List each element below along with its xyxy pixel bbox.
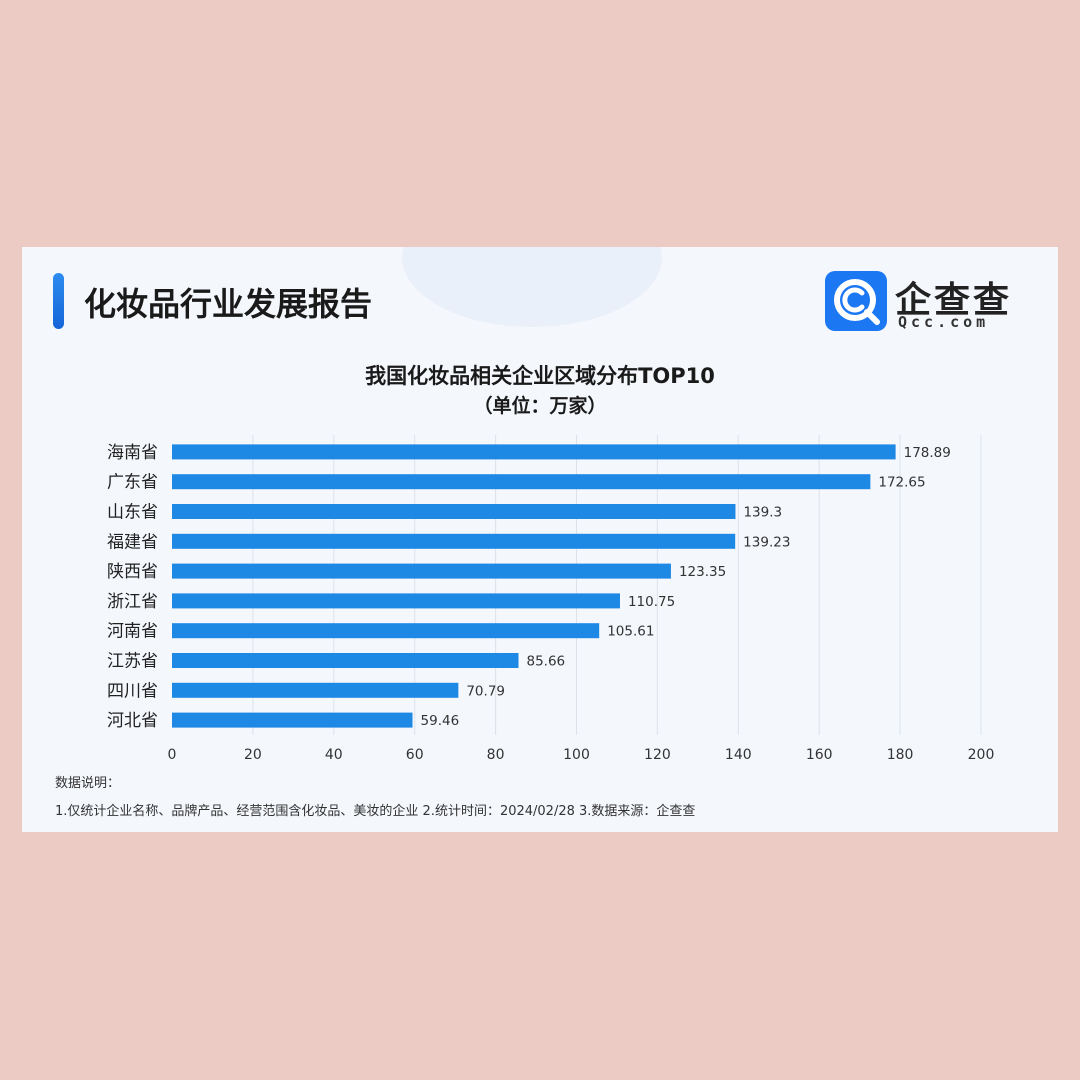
bar [172, 533, 736, 549]
bar [172, 474, 871, 490]
category-label: 福建省 [107, 532, 158, 552]
category-label: 四川省 [107, 681, 158, 701]
bar [172, 623, 600, 639]
x-tick-label: 0 [168, 747, 177, 763]
notes-title: 数据说明： [55, 776, 121, 791]
x-tick-label: 100 [563, 747, 590, 763]
notes-text: 1.仅统计企业名称、品牌产品、经营范围含化妆品、美妆的企业 2.统计时间：202… [55, 804, 696, 819]
value-label: 105.61 [607, 624, 654, 640]
value-label: 110.75 [628, 594, 675, 610]
bar [172, 682, 459, 698]
bar [172, 653, 519, 668]
bar-chart: 海南省 178.89 广东省 172.65 山东省 139.3 福建省 139.23 陕西省 12… [107, 435, 995, 763]
x-tick-label: 200 [968, 747, 995, 763]
category-label: 山东省 [107, 503, 158, 523]
category-label: 河北省 [107, 711, 158, 731]
value-label: 172.65 [878, 475, 925, 491]
bar [172, 504, 736, 519]
chart-title: 我国化妆品相关企业区域分布TOP10 [365, 364, 715, 388]
value-label: 139.3 [743, 505, 782, 521]
x-tick-label: 20 [244, 747, 262, 763]
chart-unit: （单位：万家） [473, 395, 607, 417]
background-glow [402, 247, 662, 327]
x-tick-label: 140 [725, 747, 752, 763]
x-tick-label: 60 [406, 747, 424, 763]
value-label: 59.46 [421, 713, 460, 729]
bar [172, 563, 671, 579]
category-label: 河南省 [107, 622, 158, 642]
bar [172, 593, 620, 609]
category-label: 陕西省 [107, 562, 158, 582]
value-label: 178.89 [904, 445, 951, 461]
x-tick-label: 120 [644, 747, 671, 763]
value-label: 70.79 [466, 683, 505, 699]
value-label: 139.23 [743, 534, 790, 550]
bar [172, 712, 413, 728]
value-label: 85.66 [526, 654, 565, 670]
title-accent-bar [53, 273, 64, 329]
report-title: 化妆品行业发展报告 [84, 285, 373, 323]
category-label: 浙江省 [107, 592, 158, 612]
report-card: 化妆品行业发展报告 企查查 Qcc.com 我国化妆品相关企业区域分布TOP10… [22, 247, 1058, 832]
category-label: 江苏省 [107, 652, 158, 672]
x-tick-label: 80 [487, 747, 505, 763]
bar [172, 444, 896, 460]
qcc-logo-icon [825, 271, 887, 331]
x-tick-label: 180 [887, 747, 914, 763]
x-tick-label: 160 [806, 747, 833, 763]
x-tick-label: 40 [325, 747, 343, 763]
category-label: 海南省 [107, 443, 158, 463]
value-label: 123.35 [679, 564, 726, 580]
brand-name-cn: 企查查 [895, 280, 1013, 321]
logo-glyph [834, 279, 880, 325]
brand-name-en: Qcc.com [898, 313, 990, 331]
category-label: 广东省 [107, 473, 158, 493]
